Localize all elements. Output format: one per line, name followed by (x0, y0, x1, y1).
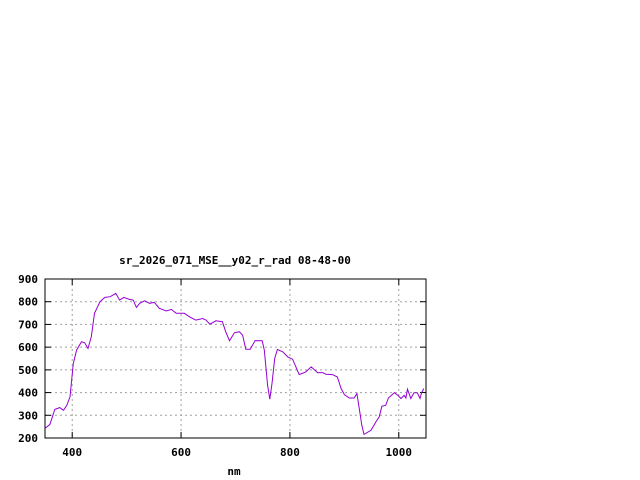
x-axis-label: nm (227, 465, 241, 478)
ticks (45, 278, 426, 439)
y-tick-label: 800 (18, 296, 38, 309)
x-tick-label: 600 (171, 446, 191, 459)
y-tick-label: 200 (18, 432, 38, 445)
x-tick-label: 800 (280, 446, 300, 459)
y-tick-label: 600 (18, 341, 38, 354)
y-tick-label: 900 (18, 273, 38, 286)
x-tick-label: 1000 (386, 446, 413, 459)
x-tick-label: 400 (62, 446, 82, 459)
plot-frame (44, 278, 427, 439)
series-line (45, 292, 425, 436)
y-tick-label: 300 (18, 409, 38, 422)
chart-title: sr_2026_071_MSE__y02_r_rad 08-48-00 (119, 254, 351, 267)
grid (45, 279, 426, 438)
y-tick-label: 500 (18, 364, 38, 377)
y-tick-label: 400 (18, 387, 38, 400)
y-tick-label: 700 (18, 318, 38, 331)
